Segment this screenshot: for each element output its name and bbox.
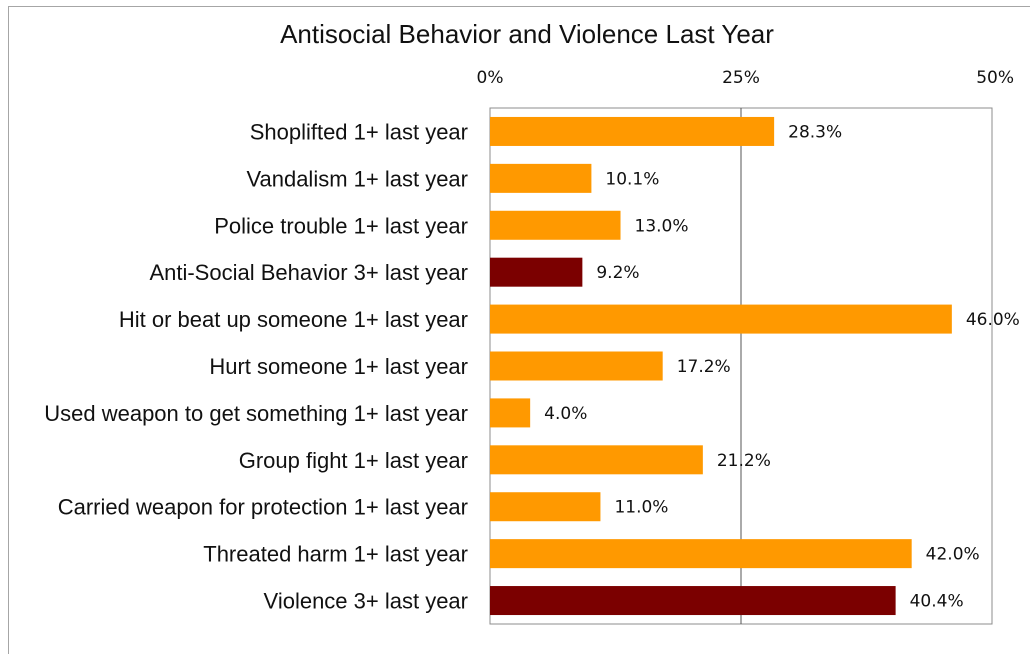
bar-8: [490, 492, 601, 522]
bar-3: [490, 257, 583, 287]
bar-1: [490, 163, 592, 193]
bar-6: [490, 398, 531, 428]
data-label: 9.2%: [596, 263, 639, 283]
category-label: Shoplifted 1+ last year: [250, 119, 468, 144]
category-label: Vandalism 1+ last year: [246, 166, 468, 191]
category-label: Used weapon to get something 1+ last yea…: [44, 401, 468, 426]
x-tick-label: 0%: [477, 68, 504, 88]
data-label: 13.0%: [635, 216, 689, 236]
x-tick-label: 50%: [976, 68, 1014, 88]
bar-5: [490, 351, 663, 381]
bar-2: [490, 210, 621, 240]
category-label: Violence 3+ last year: [264, 589, 468, 614]
bar-7: [490, 445, 703, 475]
x-tick-label: 25%: [722, 68, 760, 88]
bar-4: [490, 304, 952, 334]
bar-10: [490, 586, 896, 616]
data-label: 11.0%: [614, 498, 668, 518]
category-label: Threated harm 1+ last year: [203, 542, 468, 567]
category-label: Police trouble 1+ last year: [214, 213, 468, 238]
category-label: Hurt someone 1+ last year: [209, 354, 468, 379]
data-label: 17.2%: [677, 357, 731, 377]
data-label: 40.4%: [910, 592, 964, 612]
category-label: Group fight 1+ last year: [239, 448, 468, 473]
data-label: 28.3%: [788, 122, 842, 142]
chart-title: Antisocial Behavior and Violence Last Ye…: [280, 19, 774, 49]
data-label: 46.0%: [966, 310, 1020, 330]
bar-9: [490, 539, 912, 569]
data-label: 21.2%: [717, 451, 771, 471]
category-label: Anti-Social Behavior 3+ last year: [149, 260, 468, 285]
plot-area: 0% 25% 50% Shoplifted 1+ last year Vandalism…: [44, 68, 1020, 625]
category-label: Carried weapon for protection 1+ last ye…: [58, 495, 468, 520]
data-label: 10.1%: [605, 169, 659, 189]
data-label: 42.0%: [926, 545, 980, 565]
data-label: 4.0%: [544, 404, 587, 424]
bar-0: [490, 116, 775, 146]
category-label: Hit or beat up someone 1+ last year: [119, 307, 468, 332]
